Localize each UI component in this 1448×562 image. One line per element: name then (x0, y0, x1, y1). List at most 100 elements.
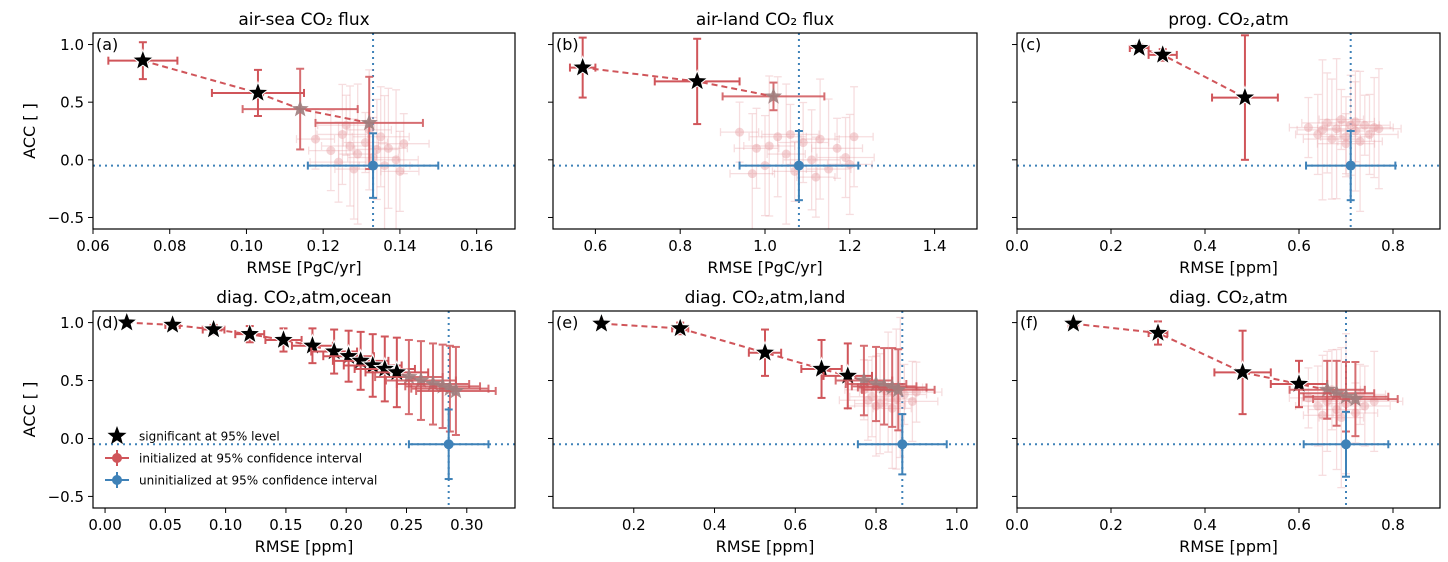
significant-star (1287, 371, 1311, 395)
x-tick-label: 0.6 (1287, 516, 1311, 534)
significant-star (131, 48, 155, 71)
x-tick-label: 0.6 (1287, 237, 1311, 255)
lead-year-label: 4 (247, 330, 253, 340)
faded-point (781, 149, 791, 159)
significant-star (300, 333, 325, 356)
x-tick-label: 0.0 (1005, 237, 1029, 255)
faded-point (764, 141, 774, 151)
significant-star (372, 356, 397, 380)
uninitialized-point (793, 160, 804, 171)
significant-star (246, 80, 270, 104)
x-tick-label: 0.10 (230, 237, 263, 255)
significant-star (160, 312, 185, 335)
faded-point (907, 396, 917, 406)
faded-point (863, 395, 873, 405)
significant-star (809, 356, 834, 380)
y-tick-label: 0.5 (60, 94, 84, 112)
nonsignificant-star (889, 380, 907, 398)
x-tick-label: 0.6 (783, 516, 807, 534)
faded-point (1318, 125, 1327, 135)
faded-point (1313, 401, 1323, 411)
x-tick-label: 0.4 (703, 516, 727, 534)
faded-errorbar (838, 359, 898, 441)
significant-star (1230, 359, 1255, 383)
faded-errorbar (849, 356, 895, 438)
faded-errorbar (805, 98, 852, 229)
faded-errorbar (1335, 70, 1376, 192)
x-tick-label: 0.10 (209, 516, 242, 534)
x-tick-label: 0.8 (1381, 516, 1405, 534)
faded-point (815, 134, 825, 144)
plot-frame (92, 32, 516, 230)
plot-frame (92, 310, 516, 509)
faded-errorbar (1337, 70, 1383, 213)
faded-point (372, 144, 382, 154)
faded-point (1336, 114, 1346, 124)
x-tick-label: 1.0 (753, 237, 777, 255)
y-tick-label: 1.0 (60, 36, 84, 54)
significant-star (1150, 42, 1175, 65)
faded-point (811, 172, 821, 182)
faded-errorbar (771, 140, 818, 203)
faded-point (360, 138, 370, 148)
x-axis-label: RMSE [ppm] (1179, 537, 1278, 556)
faded-errorbar (380, 130, 420, 213)
faded-point (1350, 117, 1360, 127)
faded-errorbar (1288, 96, 1329, 159)
faded-point (1341, 132, 1351, 142)
faded-point (345, 141, 355, 151)
faded-point (383, 143, 393, 153)
faded-point (1322, 118, 1332, 128)
faded-point (1369, 123, 1379, 133)
faded-point (391, 155, 401, 165)
faded-errorbar (316, 83, 369, 186)
lead-year-label: 2 (1160, 51, 1166, 61)
faded-errorbar (743, 75, 796, 217)
uninitialized-point (1345, 160, 1356, 171)
faded-errorbar (320, 85, 380, 207)
lead-year-label: 1 (1070, 320, 1076, 330)
x-tick-label: 0.2 (1099, 237, 1123, 255)
nonsignificant-star (764, 87, 783, 104)
significant-star (753, 340, 777, 363)
significant-star (114, 311, 139, 333)
faded-point (1360, 401, 1370, 411)
significant-star (589, 311, 614, 334)
faded-errorbar (1319, 96, 1373, 178)
faded-point (349, 164, 359, 174)
faded-point (798, 138, 808, 148)
plot-frame (552, 310, 978, 509)
x-tick-label: 0.14 (383, 237, 416, 255)
uninitialized-point (443, 439, 454, 450)
lead-year-label: 12 (392, 370, 402, 378)
significant-star (1127, 35, 1152, 59)
faded-point (399, 139, 409, 149)
lead-year-label: 2 (169, 321, 175, 331)
panel-label: (d) (96, 313, 119, 332)
x-tick-label: 0.12 (306, 237, 339, 255)
faded-point (875, 399, 885, 409)
faded-errorbar (1302, 354, 1343, 476)
faded-errorbar (782, 109, 841, 211)
plot-area: 12 (553, 33, 977, 229)
faded-errorbar (777, 101, 830, 184)
lead-year-label: 8 (345, 352, 351, 362)
significant-star (360, 353, 385, 376)
faded-errorbar (1356, 68, 1402, 190)
legend: significant at 95% level initialized at 9… (105, 426, 377, 488)
faded-errorbar (1338, 365, 1391, 447)
lead-year-label: 2 (694, 78, 700, 88)
significant-star (1233, 85, 1257, 108)
x-tick-label: 1.4 (923, 237, 947, 255)
x-tick-label: 0.15 (269, 516, 302, 534)
significant-star (570, 55, 595, 78)
lead-year-label: 3 (1239, 369, 1245, 379)
faded-point (311, 134, 321, 144)
significant-star (201, 317, 226, 340)
x-tick-label: 0.2 (622, 516, 646, 534)
x-tick-label: 1.0 (945, 516, 969, 534)
lead-year-label: 1 (580, 64, 586, 74)
panel-title: diag. CO₂,atm (1169, 288, 1288, 308)
